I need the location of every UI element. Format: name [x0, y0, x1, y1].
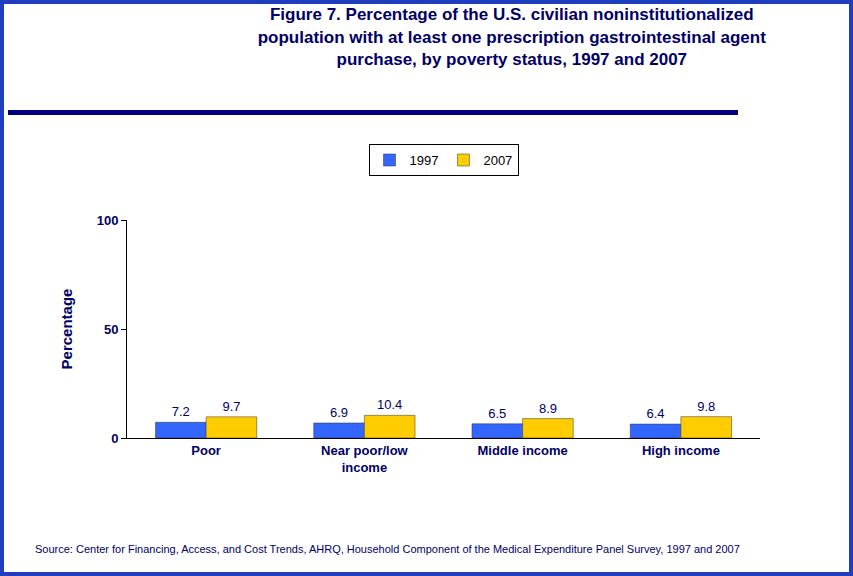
svg-text:10.4: 10.4	[377, 397, 402, 412]
svg-text:High income: High income	[642, 443, 720, 458]
svg-text:Middle income: Middle income	[477, 443, 567, 458]
svg-text:Near poor/lowincome: Near poor/lowincome	[321, 443, 409, 475]
svg-text:7.2: 7.2	[172, 404, 190, 419]
svg-text:2007: 2007	[483, 153, 512, 168]
svg-text:50: 50	[104, 322, 118, 337]
svg-text:6.5: 6.5	[488, 406, 506, 421]
svg-text:6.9: 6.9	[330, 405, 348, 420]
svg-text:100: 100	[97, 213, 119, 228]
svg-text:Poor: Poor	[191, 443, 221, 458]
svg-text:Source: Center for Financing,: Source: Center for Financing, Access, an…	[35, 543, 740, 555]
svg-text:8.9: 8.9	[539, 401, 557, 416]
svg-text:6.4: 6.4	[647, 406, 665, 421]
svg-text:9.8: 9.8	[697, 399, 715, 414]
svg-text:0: 0	[111, 431, 118, 446]
svg-text:Figure 7. Percentage of the U.: Figure 7. Percentage of the U.S. civilia…	[258, 5, 767, 68]
svg-text:1997: 1997	[410, 153, 439, 168]
svg-text:Percentage: Percentage	[58, 289, 75, 370]
svg-text:9.7: 9.7	[222, 399, 240, 414]
